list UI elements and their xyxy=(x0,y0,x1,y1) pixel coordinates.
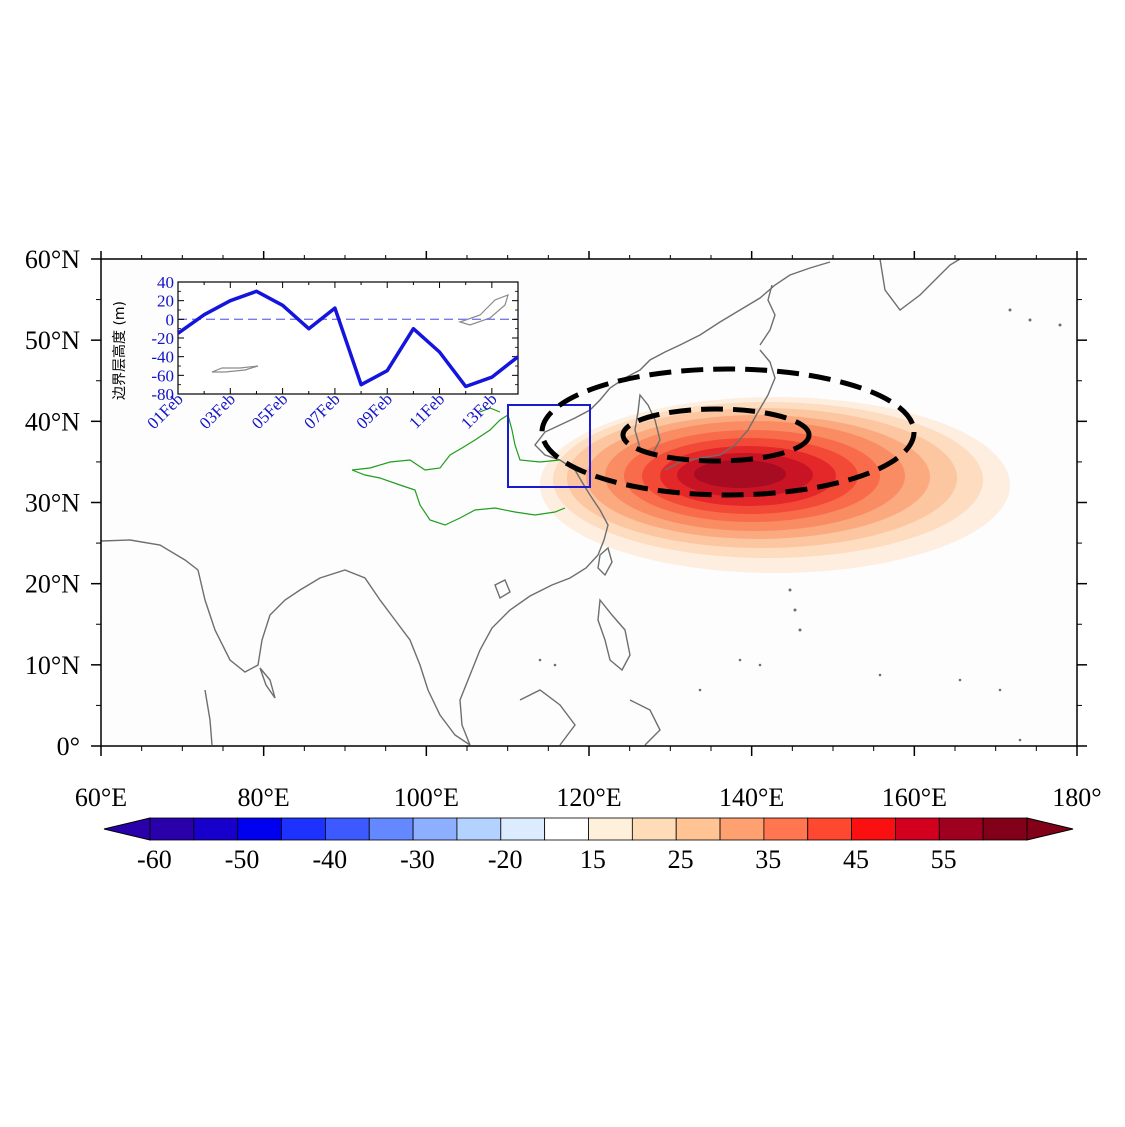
colorbar-label: 45 xyxy=(843,845,869,874)
colorbar-label: 35 xyxy=(755,845,781,874)
colorbar-label: 15 xyxy=(580,845,606,874)
lat-tick-label: 0° xyxy=(57,732,80,761)
colorbar-swatch xyxy=(807,817,852,841)
pacific-islands xyxy=(538,308,1062,742)
inset-y-tick-label: -80 xyxy=(151,385,174,404)
lat-tick-label: 20°N xyxy=(25,570,80,599)
lon-tick-label: 60°E xyxy=(75,783,127,812)
lat-tick-label: 10°N xyxy=(25,651,80,680)
inset-y-tick-label: 0 xyxy=(166,310,175,329)
lat-tick-label: 50°N xyxy=(25,326,80,355)
inset-y-tick-label: 20 xyxy=(157,292,174,311)
latitude-axis: 60°N 50°N 40°N 30°N 20°N 10°N 0° xyxy=(25,245,1087,761)
colorbar-swatch xyxy=(149,817,195,841)
colorbar-swatch xyxy=(982,817,1028,841)
inset-series-line xyxy=(176,289,520,389)
colorbar-swatch xyxy=(719,817,765,841)
inner-highlight-ellipse xyxy=(620,406,812,464)
lon-tick-label: 100°E xyxy=(394,783,459,812)
longitude-axis: 60°E 80°E 100°E 120°E 140°E 160°E 180° xyxy=(75,251,1102,812)
inset-ylabel: 边界层高度 (m) xyxy=(111,301,128,400)
colorbar-swatch xyxy=(412,817,458,841)
colorbar-label: -30 xyxy=(400,845,435,874)
rivers xyxy=(351,407,566,526)
colorbar-label: -20 xyxy=(488,845,523,874)
colorbar-swatch xyxy=(193,817,239,841)
colorbar-swatch xyxy=(500,817,546,841)
colorbar: -60 -50 -40 -30 -20 15 25 35 45 55 xyxy=(103,817,1074,874)
inset-y-tick-label: 40 xyxy=(157,273,174,292)
inset-island-2 xyxy=(211,365,259,373)
colorbar-swatch xyxy=(631,817,677,841)
anomaly-field xyxy=(540,397,1010,573)
colorbar-label: 55 xyxy=(931,845,957,874)
lat-tick-label: 30°N xyxy=(25,489,80,518)
region-box xyxy=(507,404,591,488)
lon-tick-label: 180° xyxy=(1052,783,1101,812)
inset-background xyxy=(177,281,519,395)
lon-tick-label: 120°E xyxy=(556,783,621,812)
inset-y-tick-label: -40 xyxy=(151,348,174,367)
colorbar-label: -60 xyxy=(137,845,172,874)
colorbar-label: 25 xyxy=(668,845,694,874)
lat-tick-label: 40°N xyxy=(25,407,80,436)
colorbar-swatch xyxy=(675,817,721,841)
highlight-ellipses xyxy=(539,366,917,498)
inset-y-tick-label: -60 xyxy=(151,366,174,385)
colorbar-swatch xyxy=(895,817,940,841)
lon-tick-label: 80°E xyxy=(238,783,290,812)
inset-y-tick-label: -20 xyxy=(151,329,174,348)
colorbar-swatch xyxy=(368,817,414,841)
colorbar-swatch xyxy=(851,817,896,841)
colorbar-swatch xyxy=(763,817,809,841)
colorbar-swatch xyxy=(324,817,370,841)
lon-tick-label: 140°E xyxy=(719,783,784,812)
colorbar-swatch xyxy=(544,817,589,841)
colorbar-swatch xyxy=(938,817,984,841)
colorbar-swatch xyxy=(237,817,282,841)
colorbar-high-extension xyxy=(1026,817,1074,841)
lat-tick-label: 60°N xyxy=(25,245,80,274)
lon-tick-label: 160°E xyxy=(882,783,947,812)
colorbar-low-extension xyxy=(103,817,151,841)
colorbar-swatch xyxy=(456,817,502,841)
inset-island-1 xyxy=(458,294,509,326)
colorbar-label: -50 xyxy=(225,845,260,874)
colorbar-swatch xyxy=(281,817,326,841)
outer-highlight-ellipse xyxy=(539,366,917,498)
colorbar-swatch xyxy=(588,817,633,841)
colorbar-label: -40 xyxy=(312,845,347,874)
